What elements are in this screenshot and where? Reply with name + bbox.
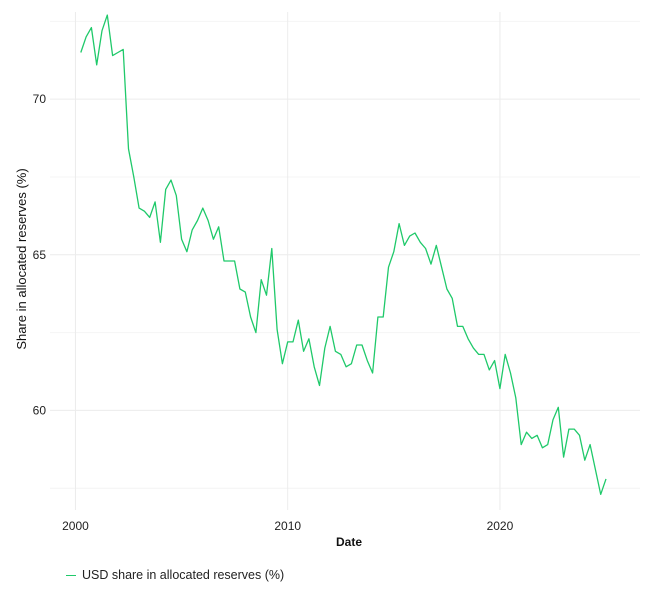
x-tick-label: 2010 [274,519,301,533]
x-axis-ticks: 2000 2010 2020 [62,519,513,533]
legend-label: USD share in allocated reserves (%) [82,568,285,582]
series-line-usd-share [80,14,607,496]
y-tick-label: 65 [33,248,47,262]
y-axis-title: Share in allocated reserves (%) [14,168,29,349]
x-tick-label: 2020 [487,519,514,533]
y-tick-label: 70 [33,92,47,106]
y-axis-ticks: 60 65 70 [33,92,47,417]
data-series [80,14,607,496]
y-tick-label: 60 [33,403,47,417]
legend: USD share in allocated reserves (%) [66,568,284,582]
x-tick-label: 2000 [62,519,89,533]
gridlines [50,12,640,510]
x-axis-title: Date [336,535,362,549]
legend-swatch [66,574,76,576]
